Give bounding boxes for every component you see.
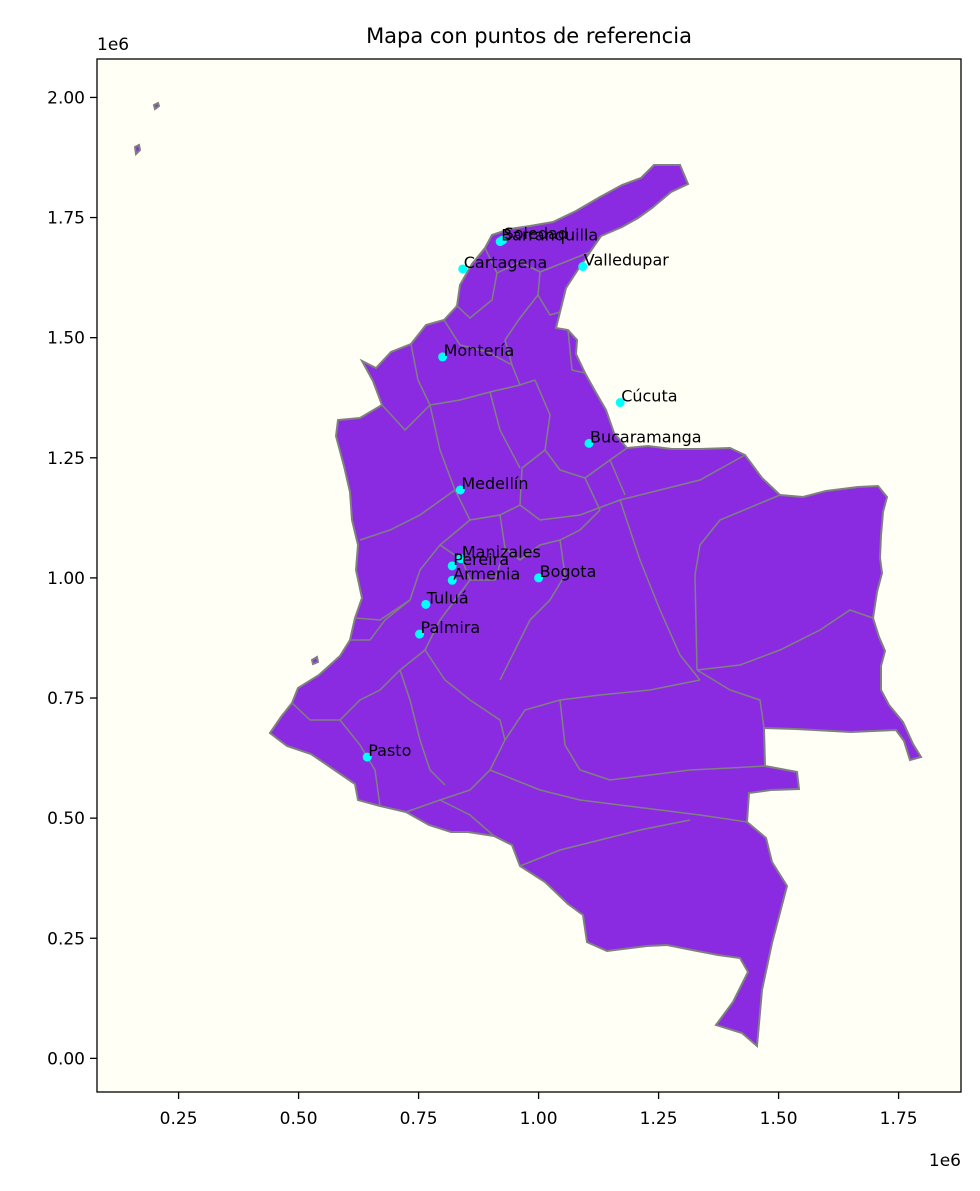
y-tick-label: 1.50 [47,329,85,349]
point-label-tulua: Tuluá [426,588,469,607]
y-tick-label: 0.25 [47,929,85,949]
point-label-soledad: Soledad [504,224,568,243]
x-axis-offset-label: 1e6 [929,1151,961,1171]
y-tick-label: 0.75 [47,689,85,709]
point-label-medellin: Medellín [461,474,528,493]
y-axis-offset-label: 1e6 [97,35,129,55]
y-tick-label: 2.00 [47,88,85,108]
chart-title: Mapa con puntos de referencia [366,24,692,48]
x-tick-label: 1.50 [760,1109,798,1129]
y-axis-ticks: 0.00 0.25 0.50 0.75 1.00 1.25 1.50 1.75 2.00 [47,88,97,1069]
y-tick-label: 0.50 [47,809,85,829]
gorgona-island [310,655,320,666]
point-label-bogota: Bogota [540,562,597,581]
x-tick-label: 1.00 [520,1109,558,1129]
point-bucaramanga [584,438,594,448]
point-label-valledupar: Valledupar [584,251,670,270]
point-bogota [534,573,544,583]
x-tick-label: 0.50 [280,1109,318,1129]
point-palmira [415,629,425,639]
point-label-monteria: Montería [444,341,515,360]
y-tick-label: 1.75 [47,209,85,229]
point-label-palmira: Palmira [421,618,481,637]
point-soledad [498,235,508,245]
point-label-armenia: Armenia [453,564,520,583]
point-pereira [447,561,457,571]
x-tick-label: 0.75 [400,1109,438,1129]
x-tick-label: 1.25 [640,1109,678,1129]
point-armenia [447,575,457,585]
point-label-pasto: Pasto [368,741,411,760]
point-medellin [455,485,465,495]
san-andres-island [152,101,161,111]
department-borders [291,247,874,867]
point-label-pereira: Pereira [453,550,509,569]
x-axis-ticks: 0.25 0.50 0.75 1.00 1.25 1.50 1.75 [160,1092,918,1129]
y-tick-label: 1.25 [47,449,85,469]
reference-points [362,235,625,762]
y-tick-label: 0.00 [47,1049,85,1069]
point-valledupar [578,262,588,272]
point-cartagena [458,264,468,274]
point-label-manizales: Manizales [462,543,541,562]
mainland-polygon [268,164,923,1049]
y-tick-label: 1.00 [47,569,85,589]
x-tick-label: 0.25 [160,1109,198,1129]
point-monteria [438,352,448,362]
point-label-cartagena: Cartagena [464,253,548,272]
point-cucuta [615,398,625,408]
axes-frame [96,58,962,1093]
point-manizales [456,554,466,564]
colombia-map [133,101,923,1049]
point-label-barranquilla: Barranquilla [501,226,598,245]
x-tick-label: 1.75 [880,1109,918,1129]
point-tulua [421,599,431,609]
providencia-island [133,143,142,157]
point-label-cucuta: Cúcuta [621,387,677,406]
point-pasto [362,752,372,762]
point-label-bucaramanga: Bucaramanga [590,427,702,446]
